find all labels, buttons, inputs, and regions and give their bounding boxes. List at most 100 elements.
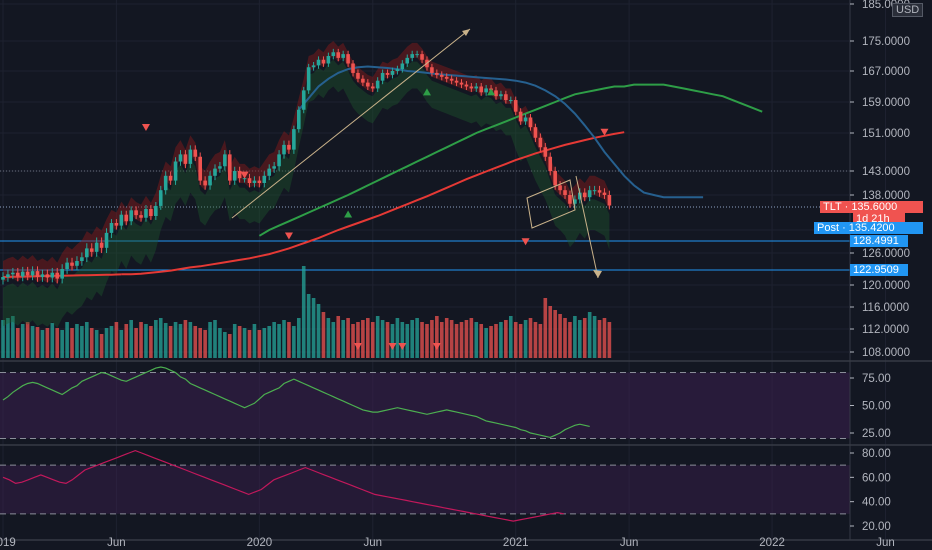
volume-bar [504,320,508,358]
level-tag-1: 128.4991 [850,235,908,247]
ma-long-line [121,131,625,276]
price-axis[interactable]: 185.0000 175.0000 167.0000 159.0000 151.0000… [850,0,910,533]
price-tick-label: 120.0000 [862,280,910,292]
candle-body [144,209,148,218]
volume-bar [11,316,15,358]
sell-signal-marker [388,343,397,350]
candle-body [582,192,587,198]
level-tag-2: 122.9509 [850,264,908,276]
volume-bar [464,320,469,358]
candle-body [65,262,69,269]
candle-body [395,69,400,71]
volume-bar [385,322,390,358]
volume-bar [573,316,577,358]
candle-body [208,175,212,186]
volume-bar [109,326,114,358]
volume-bar [548,306,553,358]
candle-body [129,210,133,222]
time-tick-label: 2020 [247,537,273,549]
volume-bar [75,324,79,358]
candle-body [420,54,424,60]
time-axis[interactable]: 2019 Jun 2020 Jun 2021 Jun 2022 Jun [0,537,895,549]
volume-bar [262,328,267,358]
candle-body [109,223,114,233]
volume-bar [114,322,119,358]
volume-bar [420,322,424,358]
candle-body [375,80,380,89]
trend-arrow-up [231,28,471,219]
volume-bar [582,318,587,358]
price-tick-label: 159.0000 [862,97,910,109]
volume-bar [513,322,518,358]
volume-bar [1,320,5,358]
ma-short-line [298,65,704,199]
trend-arrow-down [575,175,599,279]
volume-bar [282,320,286,358]
trend-drawings[interactable] [231,28,602,279]
candle-body [30,271,35,276]
rsi-band-fill [0,372,850,439]
rsi-tick-label: 25.00 [862,428,891,440]
candle-body [183,154,188,164]
price-tick-label: 151.0000 [862,128,910,140]
volume-bar [479,324,484,358]
candle-body [1,277,5,280]
candle-body [247,178,252,183]
candle-body [218,166,222,169]
currency-badge[interactable]: USD [892,3,924,17]
candle-body [20,271,25,277]
volume-bar [474,322,479,358]
candle-body [104,232,109,248]
candle-body [602,192,607,195]
channel-box [526,179,576,229]
volume-bar [208,322,212,358]
price-tick-label: 143.0000 [862,166,910,178]
volume-bar [45,328,50,358]
volume-bar [316,304,321,358]
sell-signal-marker [284,232,293,240]
price-tick-label: 116.0000 [862,302,909,314]
candle-body [60,269,64,279]
candle-body [50,272,55,278]
volume-bar [405,324,410,358]
volume-bar [351,324,355,358]
volume-bar [435,316,439,358]
candle-body [99,242,104,248]
volume-bar [528,318,533,358]
time-tick-label: 2019 [0,537,16,549]
candle-body [203,180,207,186]
volume-bar [94,330,99,358]
post-market-tag: Post · 135.4200 [814,222,923,234]
volume-bar [370,322,375,358]
candle-body [607,195,612,206]
candle-body [336,52,341,58]
candle-body [435,72,439,75]
volume-bar [70,328,74,358]
volume-bar [558,314,562,358]
volume-bar [563,318,567,358]
volume-bar [129,320,133,358]
candle-body [439,74,444,77]
volume-bar [218,328,222,358]
volume-bar [85,322,89,358]
buy-signal-marker [344,210,353,218]
red-glow-band [3,41,610,284]
candle-body [513,100,518,112]
candle-body [297,109,301,130]
rsi-tick-label: 50.00 [862,401,891,413]
signal-markers [141,88,609,350]
volume-bar [257,330,262,358]
volume-bar [543,298,548,358]
candle-body [272,166,276,169]
volume-bar [587,312,592,358]
candle-body [410,54,414,58]
candle-body [385,72,390,75]
candle-body [449,78,454,81]
volume-bar [508,316,513,358]
candle-body [306,67,311,91]
candle-body [94,242,99,252]
volume-bar [232,324,237,358]
candle-body [597,190,602,193]
